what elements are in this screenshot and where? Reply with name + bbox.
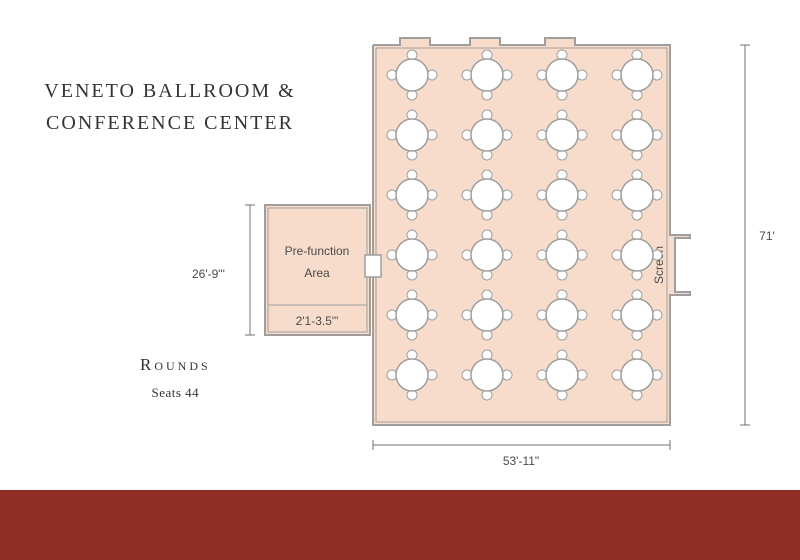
table-icon xyxy=(396,119,428,151)
table-icon xyxy=(471,299,503,331)
table-icon xyxy=(396,59,428,91)
table-icon xyxy=(621,179,653,211)
door-icon xyxy=(365,255,381,277)
config-block: Rounds Seats 44 xyxy=(140,355,211,401)
table-icon xyxy=(621,59,653,91)
table-icon xyxy=(471,179,503,211)
height-dim: 71' xyxy=(759,229,775,243)
table-icon xyxy=(396,239,428,271)
table-icon xyxy=(396,299,428,331)
table-icon xyxy=(546,239,578,271)
table-icon xyxy=(546,359,578,391)
floor-plan: Pre-function Area 2'1-3.5"' Screen 53'-1… xyxy=(245,30,750,440)
width-dim: 53'-11" xyxy=(503,454,539,468)
table-icon xyxy=(546,119,578,151)
table-icon xyxy=(621,239,653,271)
footer-bar xyxy=(0,490,800,560)
table-icon xyxy=(471,119,503,151)
table-icon xyxy=(621,119,653,151)
prefunction-label-1: Pre-function xyxy=(285,244,350,258)
table-icon xyxy=(546,59,578,91)
table-icon xyxy=(621,359,653,391)
prefunction-width-dim: 2'1-3.5"' xyxy=(296,314,339,328)
seats-count: Seats 44 xyxy=(140,385,211,401)
prefunction-label-2: Area xyxy=(304,266,330,280)
table-icon xyxy=(471,359,503,391)
table-icon xyxy=(396,179,428,211)
table-icon xyxy=(546,179,578,211)
table-icon xyxy=(621,299,653,331)
table-icon xyxy=(471,239,503,271)
table-icon xyxy=(471,59,503,91)
prefunction-height-dim: 26'-9"' xyxy=(192,267,225,281)
config-name: Rounds xyxy=(140,355,211,375)
table-icon xyxy=(396,359,428,391)
table-icon xyxy=(546,299,578,331)
